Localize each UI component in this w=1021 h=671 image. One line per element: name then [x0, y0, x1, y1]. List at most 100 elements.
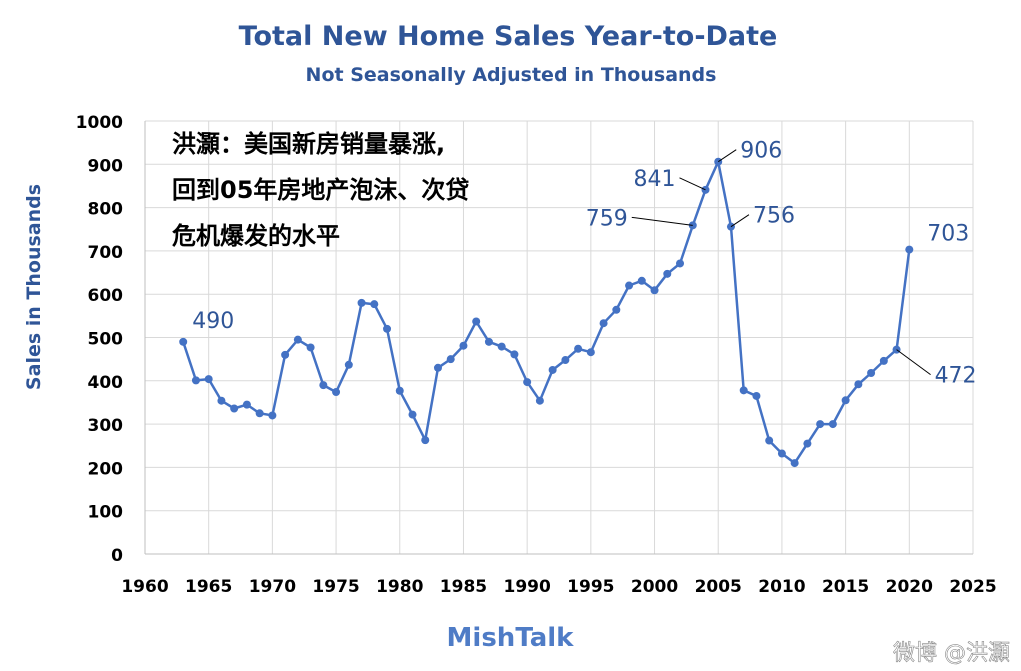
data-point — [586, 348, 595, 357]
label-leader — [730, 214, 750, 228]
y-tick-label: 900 — [88, 156, 124, 176]
annotation-line: 洪灝：美国新房销量暴涨, — [172, 130, 445, 158]
x-tick-label: 1995 — [567, 577, 614, 597]
data-point — [574, 344, 583, 353]
data-point — [650, 286, 659, 295]
data-label: 756 — [753, 204, 795, 229]
x-tick-label: 1970 — [249, 577, 296, 597]
data-point — [510, 350, 519, 359]
x-tick-label: 1975 — [312, 577, 359, 597]
data-label: 906 — [740, 139, 782, 164]
x-tick-label: 1990 — [503, 577, 550, 597]
watermark: 微博 @洪灝 — [893, 641, 1010, 666]
data-label: 703 — [927, 222, 969, 247]
data-point — [306, 343, 315, 352]
data-point — [370, 300, 379, 309]
data-point — [612, 305, 621, 314]
data-point — [523, 378, 532, 387]
label-leader — [679, 177, 706, 191]
data-point — [548, 365, 557, 374]
label-leader — [717, 149, 737, 163]
data-point — [344, 360, 353, 369]
data-point — [752, 391, 761, 400]
y-tick-label: 1000 — [76, 113, 123, 133]
x-tick-label: 1980 — [376, 577, 423, 597]
y-tick-label: 500 — [88, 330, 124, 350]
data-point — [777, 449, 786, 458]
x-tick-label: 2020 — [886, 577, 933, 597]
data-point — [433, 363, 442, 372]
data-point — [637, 276, 646, 285]
y-tick-label: 300 — [88, 416, 124, 436]
data-point — [790, 459, 799, 468]
data-point — [268, 411, 277, 420]
chart-subtitle: Not Seasonally Adjusted in Thousands — [306, 64, 717, 86]
data-point — [217, 396, 226, 405]
y-tick-label: 700 — [88, 243, 124, 263]
data-point — [854, 380, 863, 389]
data-point — [484, 337, 493, 346]
y-tick-label: 200 — [88, 459, 124, 479]
data-label: 841 — [633, 167, 675, 192]
data-point — [395, 386, 404, 395]
data-point — [803, 439, 812, 448]
data-label: 759 — [586, 206, 628, 231]
data-point — [867, 369, 876, 378]
data-point — [905, 245, 914, 254]
x-tick-label: 2025 — [949, 577, 996, 597]
data-point — [625, 281, 634, 290]
data-point — [472, 317, 481, 326]
data-point — [816, 420, 825, 429]
x-tick-label: 2000 — [631, 577, 678, 597]
data-point — [383, 324, 392, 333]
y-tick-label: 600 — [88, 286, 124, 306]
data-point — [204, 375, 213, 384]
annotation-line: 危机爆发的水平 — [172, 222, 340, 250]
data-point — [332, 388, 341, 397]
data-point — [535, 396, 544, 405]
data-point — [739, 386, 748, 395]
axes: 0 100 200 300 400 500 600 700 800 900 1000 1960 1965… — [76, 113, 997, 597]
data-point — [179, 337, 188, 346]
y-tick-label: 100 — [88, 503, 124, 523]
data-point — [242, 400, 251, 409]
x-tick-label: 2010 — [758, 577, 805, 597]
data-point — [281, 350, 290, 359]
data-point — [255, 409, 264, 418]
data-point — [765, 436, 774, 445]
x-tick-label: 2005 — [695, 577, 742, 597]
data-point — [599, 319, 608, 328]
data-point — [421, 436, 430, 445]
data-point — [841, 396, 850, 405]
series-line — [182, 160, 911, 465]
grid — [145, 120, 974, 554]
data-label: 472 — [935, 364, 977, 389]
data-point — [408, 410, 417, 419]
data-point — [230, 404, 239, 413]
y-axis-label: Sales in Thousands — [23, 184, 45, 390]
annotation: 洪灝：美国新房销量暴涨, 回到05年房地产泡沫、次贷 危机爆发的水平 — [172, 130, 469, 250]
x-tick-label: 1960 — [121, 577, 168, 597]
data-point — [446, 355, 455, 364]
data-point — [319, 381, 328, 390]
data-label: 490 — [192, 309, 234, 334]
data-point — [879, 356, 888, 365]
annotation-line: 回到05年房地产泡沫、次贷 — [172, 176, 469, 204]
source-logo: MishTalk — [447, 623, 575, 653]
y-tick-label: 800 — [88, 200, 124, 220]
y-tick-label: 400 — [88, 373, 124, 393]
data-point — [828, 420, 837, 429]
data-point — [497, 342, 506, 351]
data-point — [459, 341, 468, 350]
data-point — [561, 356, 570, 365]
data-point — [357, 298, 366, 307]
data-point — [293, 335, 302, 344]
y-tick-label: 0 — [111, 546, 123, 566]
label-leader — [631, 216, 693, 226]
x-tick-label: 1965 — [185, 577, 232, 597]
x-tick-label: 2015 — [822, 577, 869, 597]
x-tick-label: 1985 — [440, 577, 487, 597]
data-point — [676, 259, 685, 268]
